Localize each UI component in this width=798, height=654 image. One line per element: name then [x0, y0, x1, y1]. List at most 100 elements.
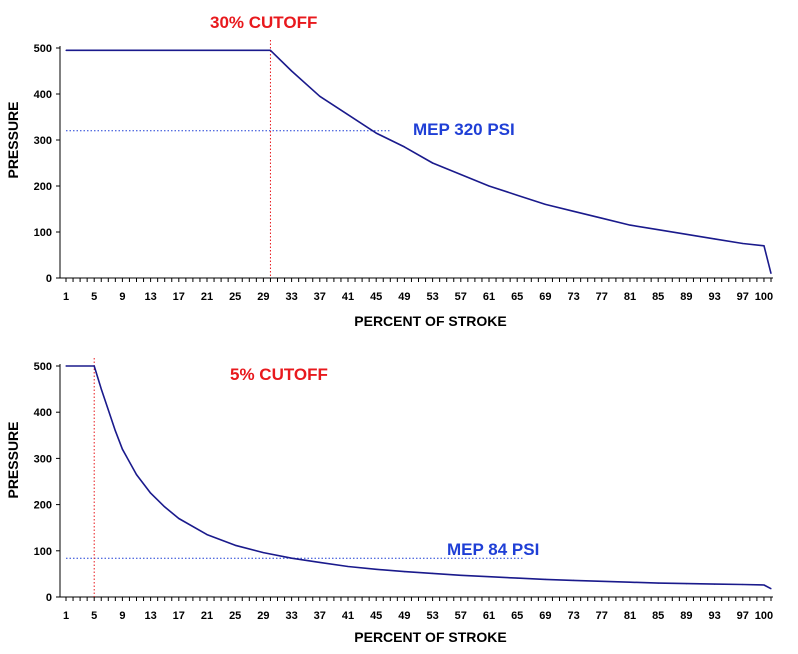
pressure-data-point: [516, 577, 518, 579]
pressure-data-point: [573, 579, 575, 582]
y-tick-label: 0: [46, 592, 52, 604]
x-tick-label: 65: [511, 610, 523, 622]
x-axis-title: PERCENT OF STROKE: [354, 313, 506, 329]
y-tick-label: 300: [34, 453, 52, 465]
pressure-data-point: [121, 448, 123, 450]
x-tick-label: 17: [173, 610, 185, 622]
y-tick-label: 400: [34, 407, 52, 419]
x-tick-label: 69: [539, 610, 551, 622]
pressure-data-point: [347, 565, 349, 568]
y-tick-label: 500: [34, 43, 52, 55]
pressure-data-point: [150, 492, 152, 494]
chart-top-30-percent-cutoff: 0 100 200 300 400 500 1 5 9 13 17 21 25 29 33 37 41 45 49 5…: [5, 13, 773, 329]
pressure-data-point: [460, 574, 462, 576]
pressure-data-point: [601, 580, 603, 582]
pressure-data-point: [685, 583, 688, 585]
pressure-data-point: [262, 552, 264, 554]
x-tick-label: 49: [398, 291, 410, 303]
pressure-data-point: [742, 583, 744, 586]
pressure-data-point: [206, 534, 208, 536]
x-tick-label: 41: [342, 291, 354, 303]
x-tick-label: 53: [426, 291, 438, 303]
x-tick-label: 81: [624, 291, 636, 303]
pressure-data-point: [100, 388, 102, 390]
x-tick-label: 9: [119, 291, 125, 303]
x-tick-label: 13: [144, 291, 156, 303]
pressure-data-point: [714, 583, 716, 585]
x-tick-label: 57: [455, 610, 467, 622]
x-tick-label: 73: [567, 610, 579, 622]
cutoff-label: 5% CUTOFF: [230, 365, 328, 384]
y-axis-title: PRESSURE: [5, 101, 21, 178]
y-tick-label: 300: [34, 135, 52, 147]
pressure-data-point: [488, 185, 490, 187]
x-tick-label: 21: [201, 610, 213, 622]
mep-label: MEP 84 PSI: [447, 540, 539, 559]
pressure-data-point: [657, 582, 659, 584]
pressure-data-point: [114, 430, 116, 432]
pressure-data-point: [107, 409, 109, 411]
x-tick-label: 17: [173, 291, 185, 303]
pressure-data-point: [164, 506, 166, 508]
chart-bottom-5-percent-cutoff: 0 100 200 300 400 500 1 5 9 13 17 21 25 29 33 37 41 45 49 5…: [5, 358, 773, 645]
x-tick-label: 69: [539, 291, 551, 303]
x-axis-title: PERCENT OF STROKE: [354, 629, 506, 645]
pressure-data-point: [269, 49, 271, 51]
y-tick-label: 100: [34, 227, 52, 239]
x-tick-label: 93: [708, 291, 720, 303]
x-tick-label: 29: [257, 291, 269, 303]
pressure-data-point: [65, 365, 67, 367]
pressure-data-point: [601, 217, 603, 219]
pressure-data-point: [178, 517, 180, 520]
pressure-data-point: [657, 229, 659, 231]
pressure-data-point: [403, 146, 405, 148]
pressure-data-point: [714, 238, 716, 240]
pressure-data-point: [65, 49, 67, 51]
pressure-data-point: [375, 568, 377, 570]
x-tick-label: 93: [708, 610, 720, 622]
pressure-data-point: [685, 233, 688, 235]
pressure-data-point: [234, 544, 236, 546]
y-tick-label: 200: [34, 181, 52, 193]
y-tick-label: 0: [46, 273, 52, 285]
x-tick-label: 57: [455, 291, 467, 303]
pressure-data-point: [319, 561, 321, 564]
x-tick-label: 29: [257, 610, 269, 622]
x-tick-label: 21: [201, 291, 213, 303]
x-tick-label: 97: [737, 610, 749, 622]
pressure-data-point: [742, 242, 744, 245]
x-tick-label: 77: [596, 291, 608, 303]
pressure-data-point: [375, 132, 377, 134]
pressure-data-point: [291, 70, 293, 72]
x-tick-label: 61: [483, 610, 495, 622]
x-tick-label: 100: [755, 610, 773, 622]
pressure-data-point: [544, 578, 547, 581]
x-tick-label: 33: [285, 610, 297, 622]
x-tick-label: 61: [483, 291, 495, 303]
x-tick-label: 89: [680, 610, 692, 622]
pressure-data-point: [432, 572, 434, 575]
pressure-curve-line: [66, 365, 772, 590]
x-tick-label: 53: [426, 610, 438, 622]
y-tick-label: 500: [34, 361, 52, 373]
pressure-data-point: [573, 210, 575, 212]
x-tick-label: 45: [370, 291, 382, 303]
x-tick-label: 85: [652, 610, 664, 622]
pressure-data-point: [347, 114, 349, 116]
x-tick-label: 37: [314, 291, 326, 303]
x-tick-label: 13: [144, 610, 156, 622]
pressure-data-point: [763, 584, 765, 586]
y-tick-label: 400: [34, 89, 52, 101]
pressure-data-point: [629, 224, 631, 226]
pressure-data-point: [770, 272, 772, 274]
pressure-data-point: [763, 245, 765, 247]
x-tick-label: 41: [342, 610, 354, 622]
x-tick-label: 25: [229, 610, 241, 622]
x-tick-label: 85: [652, 291, 664, 303]
pressure-data-point: [319, 95, 321, 97]
x-tick-label: 77: [596, 610, 608, 622]
x-tick-label: 1: [63, 610, 69, 622]
x-tick-label: 89: [680, 291, 692, 303]
pressure-data-point: [770, 588, 772, 590]
